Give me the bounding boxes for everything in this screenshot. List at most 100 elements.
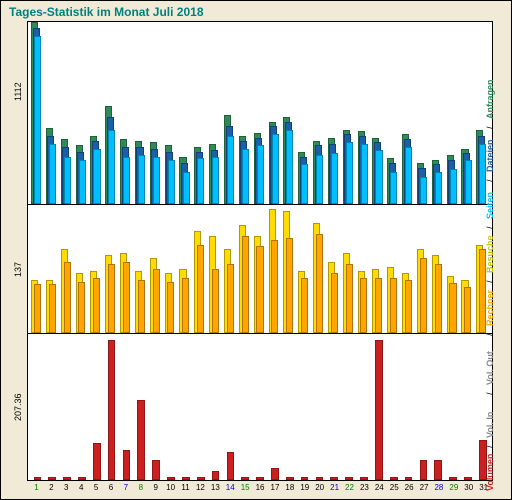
day-slot xyxy=(120,22,133,204)
day-slot xyxy=(432,22,445,204)
day-slot xyxy=(417,205,430,333)
day-slot xyxy=(402,334,415,480)
bar xyxy=(360,477,368,480)
bar xyxy=(346,142,353,204)
day-slot xyxy=(461,22,474,204)
bar xyxy=(34,284,41,332)
bar xyxy=(93,149,100,204)
day-slot xyxy=(298,22,311,204)
day-slot xyxy=(120,334,133,480)
x-tick: 18 xyxy=(283,483,296,495)
bar xyxy=(256,246,263,332)
day-slot xyxy=(165,205,178,333)
day-slot xyxy=(254,334,267,480)
bar xyxy=(405,477,413,480)
bar xyxy=(64,157,71,204)
legend-item: Rechner xyxy=(485,290,495,326)
bar xyxy=(197,158,204,204)
bar xyxy=(138,280,145,333)
legend-separator: / xyxy=(485,126,495,129)
bar xyxy=(449,283,456,332)
day-slot xyxy=(283,205,296,333)
day-slot xyxy=(328,205,341,333)
x-tick: 28 xyxy=(432,483,445,495)
bar xyxy=(153,269,160,332)
day-slot xyxy=(224,22,237,204)
legend-item: Vol. In xyxy=(485,411,495,437)
bar xyxy=(450,169,457,204)
panel-panel1 xyxy=(27,21,493,205)
day-slot xyxy=(239,334,252,480)
day-slot xyxy=(447,22,460,204)
x-tick: 8 xyxy=(134,483,147,495)
day-slot xyxy=(417,334,430,480)
day-slot xyxy=(239,22,252,204)
day-slot xyxy=(90,205,103,333)
day-slot xyxy=(76,205,89,333)
bar xyxy=(272,134,279,204)
bar xyxy=(465,160,472,204)
x-tick: 11 xyxy=(179,483,192,495)
day-slot xyxy=(31,334,44,480)
bar xyxy=(123,262,130,333)
x-tick: 7 xyxy=(119,483,132,495)
bar xyxy=(241,477,249,480)
legend-separator: / xyxy=(485,280,495,283)
x-tick: 6 xyxy=(105,483,118,495)
day-slot xyxy=(150,22,163,204)
day-slot xyxy=(269,205,282,333)
day-slot xyxy=(313,205,326,333)
day-slot xyxy=(46,205,59,333)
bar xyxy=(108,340,116,480)
bar xyxy=(479,144,486,204)
bar xyxy=(108,130,115,204)
x-tick: 24 xyxy=(373,483,386,495)
bar xyxy=(405,147,412,204)
day-slot xyxy=(372,22,385,204)
day-slot xyxy=(179,22,192,204)
bar xyxy=(390,172,397,204)
day-slot xyxy=(358,22,371,204)
bar xyxy=(449,477,457,480)
bar xyxy=(227,452,235,480)
bar xyxy=(331,273,338,333)
x-tick: 22 xyxy=(343,483,356,495)
bar xyxy=(257,145,264,204)
bar xyxy=(197,477,205,480)
x-tick: 26 xyxy=(403,483,416,495)
day-slot xyxy=(461,205,474,333)
x-tick: 25 xyxy=(388,483,401,495)
day-slot xyxy=(298,334,311,480)
day-slot xyxy=(61,22,74,204)
day-slot xyxy=(209,334,222,480)
bar xyxy=(49,284,56,332)
bar xyxy=(256,477,264,480)
bar xyxy=(34,477,42,480)
day-slot xyxy=(343,334,356,480)
bar xyxy=(212,269,219,332)
day-slot xyxy=(387,334,400,480)
bar xyxy=(63,477,71,480)
bar xyxy=(360,278,367,333)
day-slot xyxy=(120,205,133,333)
bar xyxy=(361,144,368,204)
x-tick: 17 xyxy=(269,483,282,495)
day-slot xyxy=(209,205,222,333)
bar xyxy=(434,460,442,480)
day-slot xyxy=(31,205,44,333)
day-slot xyxy=(135,334,148,480)
day-slot xyxy=(150,205,163,333)
bar xyxy=(375,340,383,480)
x-tick: 1 xyxy=(30,483,43,495)
y-label-panel3: 207.36 xyxy=(13,393,23,421)
day-slot xyxy=(31,22,44,204)
bar xyxy=(152,460,160,480)
bar xyxy=(167,477,175,480)
x-axis: 1234567891011121314151617181920212223242… xyxy=(27,483,493,495)
day-slot xyxy=(343,22,356,204)
bar xyxy=(286,238,293,333)
bar xyxy=(168,160,175,204)
bar xyxy=(212,471,220,480)
day-slot xyxy=(150,334,163,480)
bar xyxy=(375,278,382,333)
